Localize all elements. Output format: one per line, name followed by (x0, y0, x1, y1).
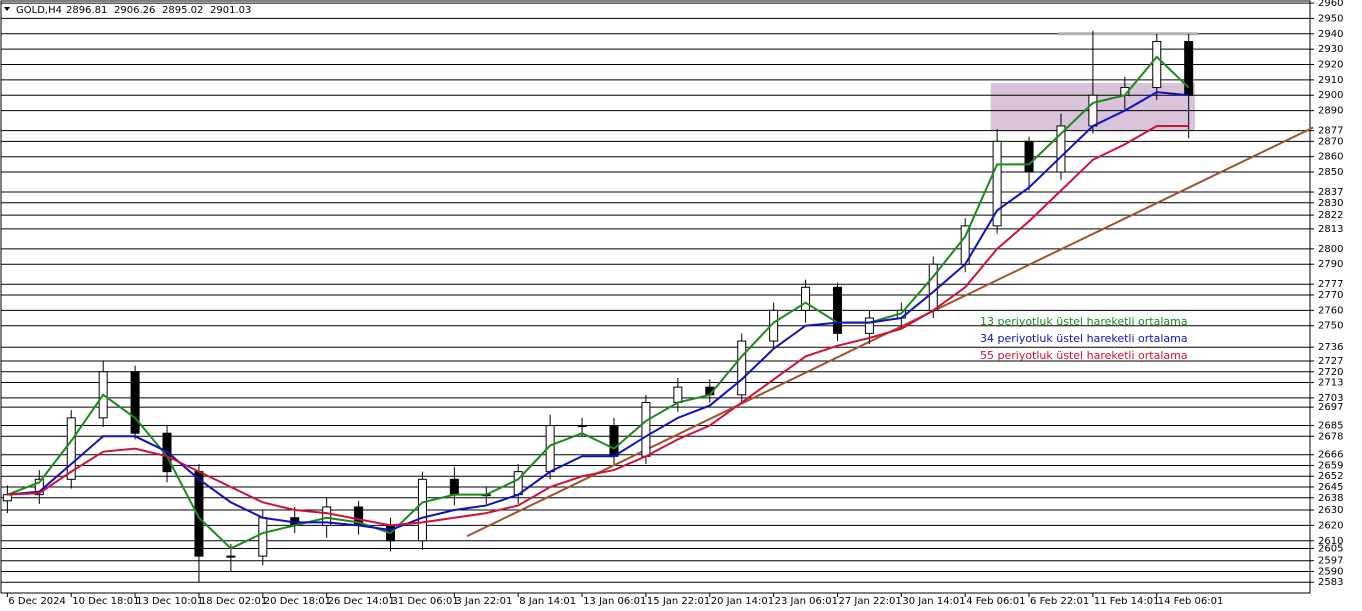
candle-body (1088, 94, 1098, 127)
menu-icon (4, 7, 10, 11)
plot-frame (0, 0, 1311, 594)
candle-body (130, 371, 140, 434)
symbol: GOLD,H4 (16, 5, 62, 16)
x-tick-label: 31 Dec 06:01 (392, 596, 459, 607)
x-tick-label: 30 Jan 14:01 (902, 596, 965, 607)
ohlc-value: 2906.26 (114, 5, 155, 16)
candle-body (417, 478, 427, 542)
y-tick-label: 2630 (1318, 505, 1343, 516)
y-tick-label: 2770 (1318, 290, 1343, 301)
ohlc-value: 2901.03 (210, 5, 251, 16)
ema-line (7, 55, 1190, 550)
candle-body (1152, 40, 1162, 89)
y-tick-label: 2597 (1318, 556, 1343, 567)
y-tick-label: 2790 (1318, 259, 1343, 270)
candle-body (258, 517, 268, 557)
ohlc-value: 2895.02 (162, 5, 203, 16)
y-tick-label: 2703 (1318, 393, 1343, 404)
candle-body (673, 386, 683, 404)
candle-body (226, 555, 236, 558)
x-tick-label: 15 Jan 22:01 (647, 596, 710, 607)
candle-body (864, 317, 874, 334)
y-tick-label: 2940 (1318, 29, 1343, 40)
candle-body (66, 417, 76, 480)
x-tick-label: 8 Jan 14:01 (519, 596, 576, 607)
y-tick-label: 2750 (1318, 321, 1343, 332)
x-tick-label: 18 Dec 02:01 (200, 596, 267, 607)
x-tick-label: 6 Dec 2024 (8, 596, 66, 607)
y-tick-label: 2930 (1318, 44, 1343, 55)
y-tick-label: 2850 (1318, 167, 1343, 178)
y-tick-label: 2910 (1318, 75, 1343, 86)
y-tick-label: 2713 (1318, 378, 1343, 389)
x-tick-label: 14 Feb 06:01 (1158, 596, 1224, 607)
candle-body (992, 140, 1002, 227)
x-tick-label: 20 Jan 14:01 (711, 596, 774, 607)
y-tick-label: 2697 (1318, 402, 1343, 413)
candle-body (832, 286, 842, 334)
x-tick-label: 10 Dec 18:01 (72, 596, 139, 607)
y-tick-label: 2830 (1318, 198, 1343, 209)
x-tick-label: 6 Feb 22:01 (1030, 596, 1089, 607)
y-tick-label: 2610 (1318, 536, 1343, 547)
y-tick-label: 2960 (1318, 0, 1343, 9)
candle-body (577, 425, 587, 428)
y-tick-label: 2890 (1318, 106, 1343, 117)
ema-line (7, 91, 1189, 532)
candle-body (928, 263, 938, 311)
y-tick-label: 2620 (1318, 520, 1343, 531)
x-tick-label: 13 Dec 10:01 (136, 596, 203, 607)
x-tick-label: 4 Feb 06:01 (966, 596, 1025, 607)
y-tick-label: 2900 (1318, 90, 1343, 101)
y-tick-label: 2659 (1318, 460, 1343, 471)
ema-line (7, 124, 1189, 527)
y-tick-label: 2685 (1318, 421, 1343, 432)
x-tick-label: 11 Feb 14:01 (1094, 596, 1160, 607)
candle-body (1056, 125, 1066, 173)
y-tick-label: 2638 (1318, 493, 1343, 504)
candle-body (2, 494, 12, 502)
y-tick-label: 2652 (1318, 471, 1343, 482)
y-tick-label: 2583 (1318, 577, 1343, 588)
y-tick-label: 2666 (1318, 450, 1343, 461)
x-tick-label: 13 Jan 06:01 (583, 596, 646, 607)
legend-entry: 55 periyotluk üstel hareketli ortalama (980, 349, 1188, 362)
x-tick-label: 3 Jan 22:01 (455, 596, 512, 607)
candle-body (609, 425, 619, 457)
y-tick-label: 2800 (1318, 244, 1343, 255)
y-tick-label: 2813 (1318, 224, 1343, 235)
candle-body (449, 478, 459, 496)
legend-entry: 34 periyotluk üstel hareketli ortalama (980, 332, 1188, 345)
y-tick-label: 2727 (1318, 356, 1343, 367)
y-tick-label: 2950 (1318, 13, 1343, 24)
y-tick-label: 2678 (1318, 431, 1343, 442)
y-tick-label: 2720 (1318, 367, 1343, 378)
y-tick-label: 2837 (1318, 187, 1343, 198)
y-tick-label: 2605 (1318, 543, 1343, 554)
y-tick-label: 2920 (1318, 60, 1343, 71)
y-tick-label: 2590 (1318, 566, 1343, 577)
y-tick-label: 2822 (1318, 210, 1343, 221)
candle-body (641, 402, 651, 457)
candle-body (1024, 140, 1034, 173)
y-tick-label: 2777 (1318, 279, 1343, 290)
y-tick-label: 2860 (1318, 152, 1343, 163)
y-tick-label: 2877 (1318, 126, 1343, 137)
candle-body (801, 286, 811, 311)
y-tick-label: 2736 (1318, 342, 1343, 353)
x-tick-label: 23 Jan 06:01 (775, 596, 838, 607)
candle-body (737, 340, 747, 396)
x-tick-label: 26 Dec 14:01 (328, 596, 395, 607)
y-tick-label: 2760 (1318, 305, 1343, 316)
legend-entry: 13 periyotluk üstel hareketli ortalama (980, 315, 1188, 328)
ohlc-value: 2896.81 (66, 5, 107, 16)
y-tick-label: 2870 (1318, 136, 1343, 147)
candle-body (322, 506, 332, 526)
x-tick-label: 27 Jan 22:01 (838, 596, 901, 607)
y-tick-label: 2645 (1318, 482, 1343, 493)
x-tick-label: 20 Dec 18:01 (264, 596, 331, 607)
